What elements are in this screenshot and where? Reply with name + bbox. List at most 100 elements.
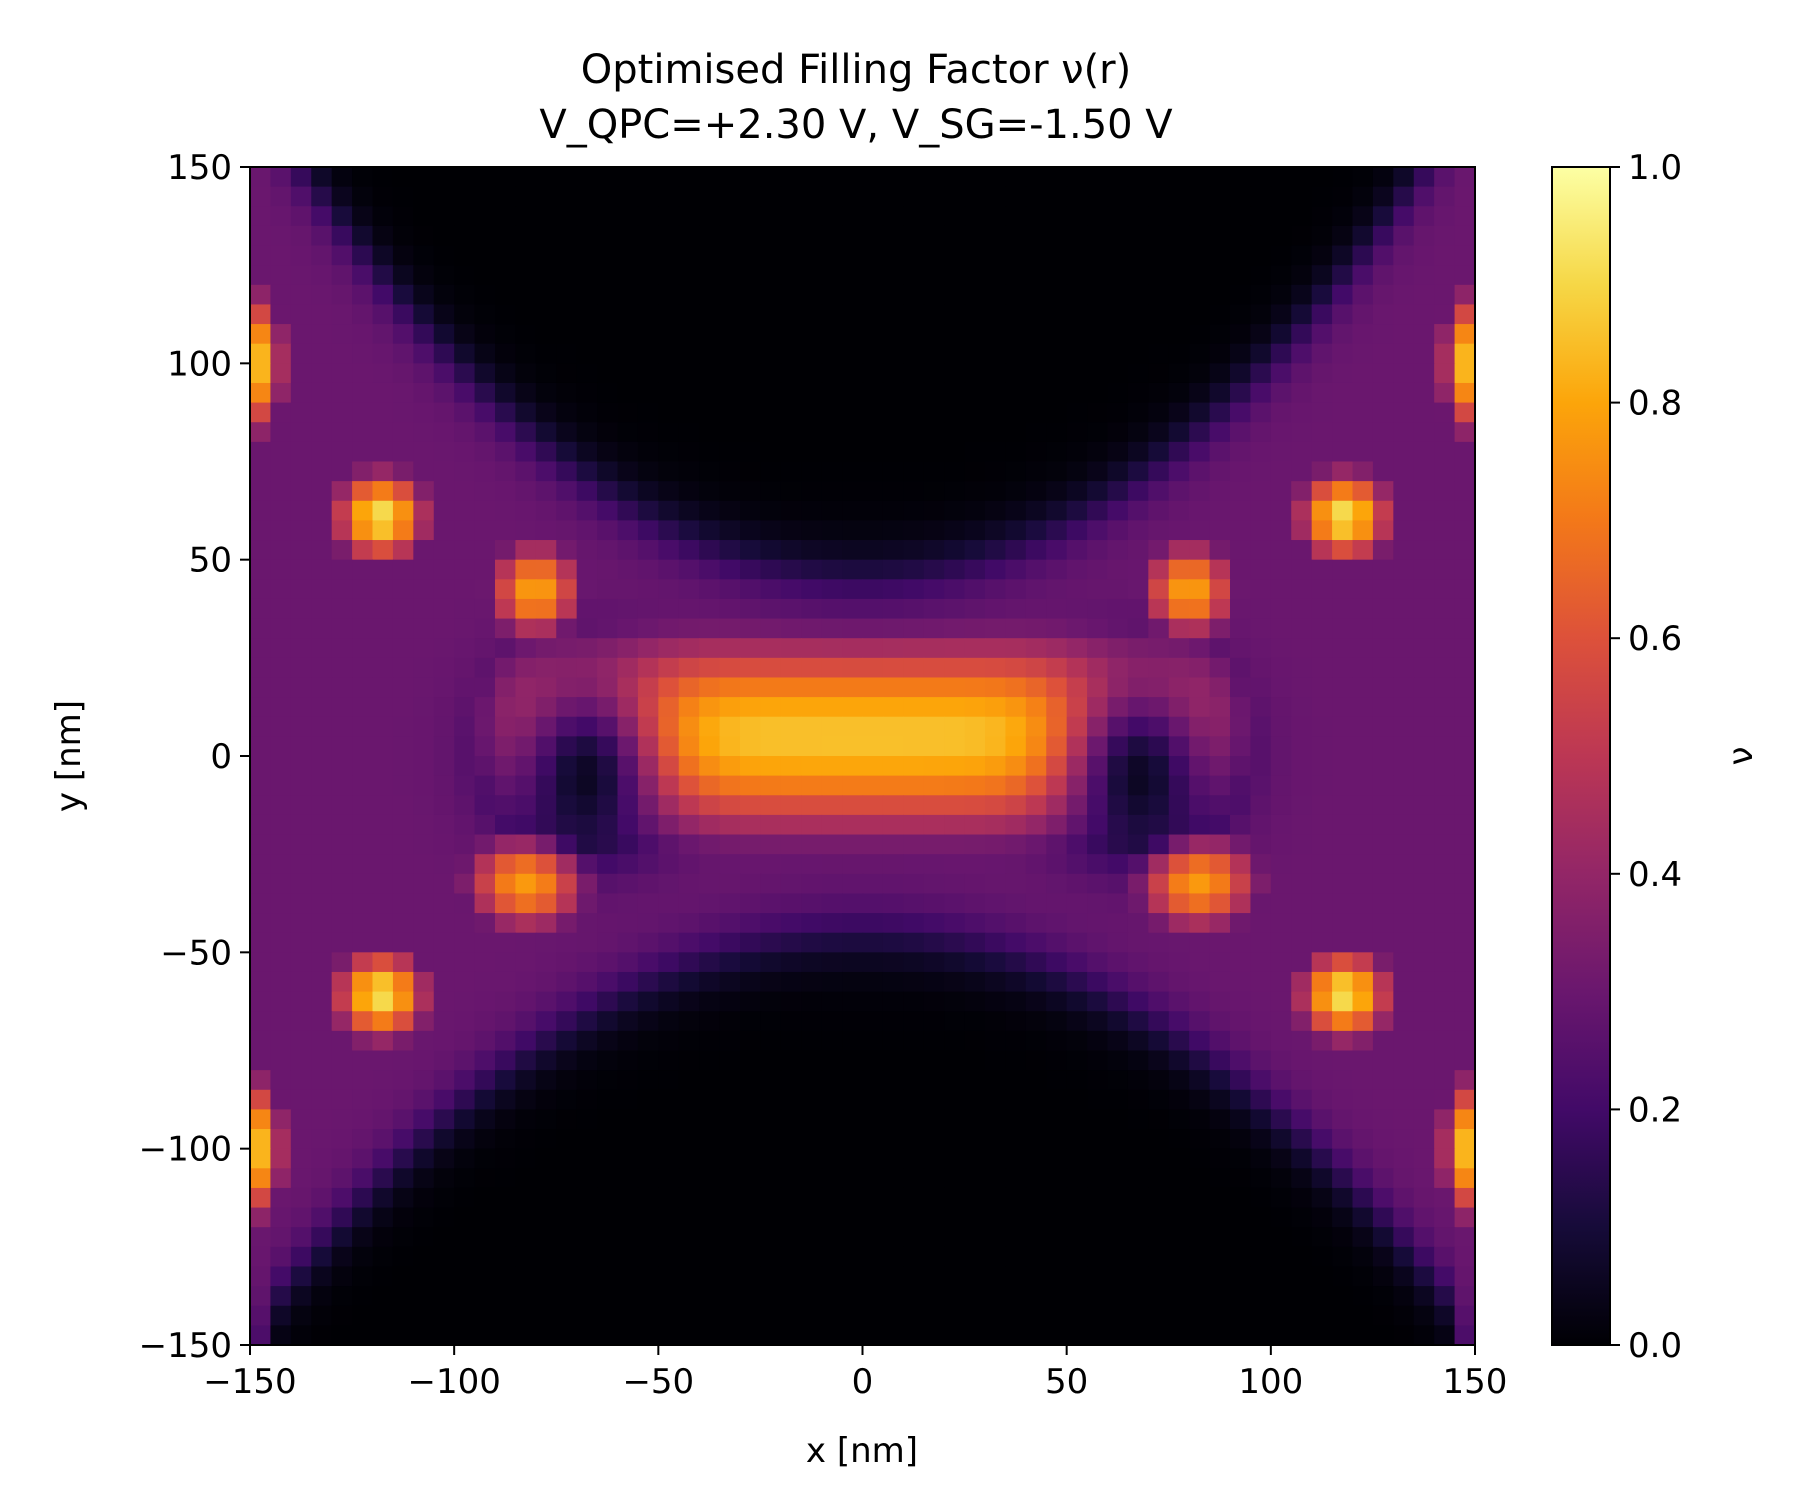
heatmap-cell bbox=[1148, 481, 1170, 502]
heatmap-cell bbox=[597, 1070, 619, 1091]
heatmap-cell bbox=[250, 265, 272, 286]
heatmap-cell bbox=[1352, 736, 1374, 757]
heatmap-cell bbox=[1270, 1030, 1292, 1052]
heatmap-cell bbox=[1250, 1187, 1272, 1209]
heatmap-cell bbox=[270, 540, 292, 561]
heatmap-cell bbox=[372, 893, 394, 914]
heatmap-cell bbox=[1087, 1246, 1109, 1268]
heatmap-cell bbox=[433, 441, 455, 463]
heatmap-cell bbox=[576, 382, 598, 404]
heatmap-cell bbox=[1066, 1109, 1088, 1130]
heatmap-cell bbox=[474, 1050, 496, 1071]
heatmap-cell bbox=[576, 677, 598, 698]
heatmap-cell bbox=[1413, 206, 1435, 227]
heatmap-cell bbox=[1454, 245, 1476, 266]
heatmap-cell bbox=[1148, 461, 1170, 482]
heatmap-cell bbox=[760, 854, 782, 875]
heatmap-cell bbox=[740, 422, 762, 443]
heatmap-cell bbox=[637, 1129, 659, 1150]
heatmap-cell bbox=[985, 559, 1007, 580]
heatmap-cell bbox=[1270, 481, 1292, 502]
heatmap-cell bbox=[1393, 1168, 1415, 1189]
heatmap-cell bbox=[944, 873, 966, 895]
heatmap-cell bbox=[1127, 284, 1149, 306]
heatmap-cell bbox=[617, 1148, 639, 1169]
heatmap-cell bbox=[454, 932, 476, 953]
heatmap-cell bbox=[1046, 775, 1068, 796]
heatmap-cell bbox=[780, 932, 802, 953]
heatmap-cell bbox=[454, 1070, 476, 1091]
heatmap-cell bbox=[311, 598, 333, 620]
heatmap-cell bbox=[760, 304, 782, 325]
heatmap-cell bbox=[556, 932, 578, 953]
heatmap-cell bbox=[454, 441, 476, 463]
heatmap-cell bbox=[1025, 1325, 1047, 1346]
heatmap-cell bbox=[658, 736, 680, 757]
heatmap-cell bbox=[454, 481, 476, 502]
heatmap-cell bbox=[372, 795, 394, 816]
heatmap-cell bbox=[1250, 1325, 1272, 1346]
heatmap-cell bbox=[515, 579, 537, 600]
heatmap-cell bbox=[944, 932, 966, 953]
heatmap-cell bbox=[1168, 206, 1190, 227]
heatmap-cell bbox=[1270, 756, 1292, 777]
heatmap-cell bbox=[1107, 638, 1129, 659]
heatmap-cell bbox=[903, 991, 925, 1012]
heatmap-cell bbox=[1332, 186, 1354, 207]
heatmap-cell bbox=[1311, 540, 1333, 561]
heatmap-cell bbox=[862, 461, 884, 482]
heatmap-cell bbox=[1393, 1030, 1415, 1052]
heatmap-cell bbox=[1107, 343, 1129, 364]
heatmap-cell bbox=[1127, 1070, 1149, 1091]
heatmap-cell bbox=[944, 913, 966, 934]
heatmap-cell bbox=[699, 932, 721, 953]
heatmap-cell bbox=[1209, 1168, 1231, 1189]
heatmap-cell bbox=[1127, 343, 1149, 364]
heatmap-cell bbox=[1107, 559, 1129, 580]
heatmap-cell bbox=[658, 1011, 680, 1032]
heatmap-cell bbox=[597, 814, 619, 836]
heatmap-cell bbox=[1168, 225, 1190, 247]
heatmap-cell bbox=[474, 559, 496, 580]
heatmap-cell bbox=[474, 481, 496, 502]
heatmap-cell bbox=[597, 461, 619, 482]
heatmap-cell bbox=[1189, 1109, 1211, 1130]
heatmap-cell bbox=[862, 1168, 884, 1189]
heatmap-cell bbox=[1025, 461, 1047, 482]
heatmap-cell bbox=[862, 520, 884, 541]
heatmap-cell bbox=[1434, 167, 1456, 188]
heatmap-cell bbox=[882, 1187, 904, 1209]
heatmap-cell bbox=[1209, 1305, 1231, 1326]
heatmap-cell bbox=[576, 1227, 598, 1248]
heatmap-cell bbox=[821, 186, 843, 207]
heatmap-cell bbox=[1046, 834, 1068, 855]
heatmap-cell bbox=[372, 913, 394, 934]
heatmap-cell bbox=[576, 186, 598, 207]
heatmap-cell bbox=[699, 598, 721, 620]
heatmap-cell bbox=[903, 1168, 925, 1189]
heatmap-cell bbox=[311, 873, 333, 895]
heatmap-cell bbox=[678, 1207, 700, 1228]
heatmap-cell bbox=[1168, 1305, 1190, 1326]
heatmap-cell bbox=[842, 991, 864, 1012]
heatmap-cell bbox=[331, 775, 353, 796]
heatmap-cell bbox=[1066, 441, 1088, 463]
heatmap-cell bbox=[1148, 559, 1170, 580]
heatmap-cell bbox=[617, 1227, 639, 1248]
heatmap-cell bbox=[617, 225, 639, 247]
heatmap-cell bbox=[719, 1070, 741, 1091]
heatmap-cell bbox=[801, 795, 823, 816]
heatmap-cell bbox=[515, 991, 537, 1012]
heatmap-cell bbox=[740, 854, 762, 875]
heatmap-cell bbox=[1372, 677, 1394, 698]
heatmap-cell bbox=[1291, 304, 1313, 325]
heatmap-cell bbox=[658, 618, 680, 639]
heatmap-cell bbox=[495, 304, 517, 325]
heatmap-cell bbox=[882, 1168, 904, 1189]
heatmap-cell bbox=[1311, 1266, 1333, 1287]
heatmap-cell bbox=[1005, 1109, 1027, 1130]
heatmap-cell bbox=[1372, 579, 1394, 600]
heatmap-cell bbox=[1454, 638, 1476, 659]
heatmap-cell bbox=[290, 1286, 312, 1307]
heatmap-cell bbox=[352, 1187, 374, 1209]
